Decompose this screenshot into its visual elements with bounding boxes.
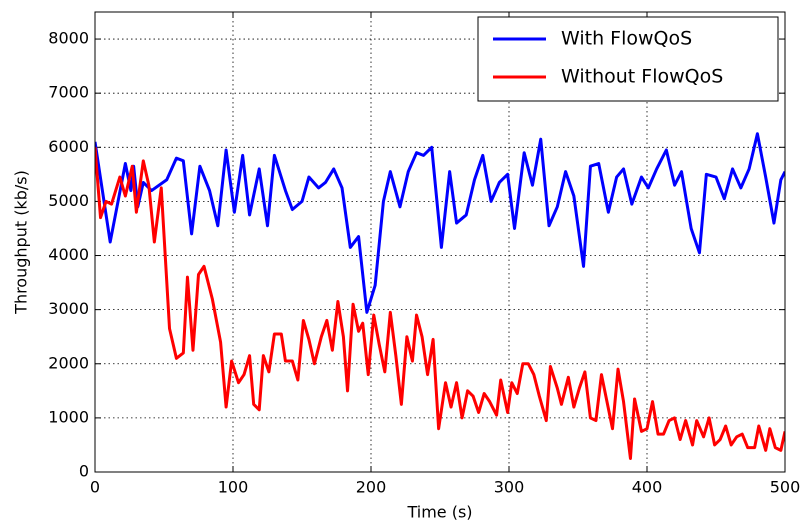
y-tick-label: 6000 (48, 137, 89, 156)
y-tick-label: 5000 (48, 191, 89, 210)
y-tick-label: 4000 (48, 245, 89, 264)
x-tick-label: 300 (494, 478, 525, 497)
x-axis-label: Time (s) (406, 503, 472, 522)
x-tick-label: 100 (218, 478, 249, 497)
x-tick-label: 500 (770, 478, 801, 497)
x-tick-label: 200 (356, 478, 387, 497)
y-tick-label: 2000 (48, 353, 89, 372)
y-tick-label: 0 (79, 462, 89, 481)
legend-label: With FlowQoS (561, 28, 692, 50)
y-tick-label: 8000 (48, 29, 89, 48)
plot-frame (94, 11, 786, 473)
legend-box (477, 16, 779, 102)
y-tick-label: 3000 (48, 299, 89, 318)
y-tick-label: 1000 (48, 407, 89, 426)
x-tick-label: 400 (632, 478, 663, 497)
legend-label: Without FlowQoS (561, 66, 723, 88)
x-tick-label: 0 (90, 478, 100, 497)
data-line (95, 132, 785, 314)
y-axis-label: Throughput (kb/s) (12, 170, 31, 315)
y-tick-label: 7000 (48, 83, 89, 102)
data-line (95, 147, 785, 460)
